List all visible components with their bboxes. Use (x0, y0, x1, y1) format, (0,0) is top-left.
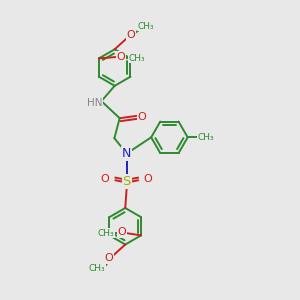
Text: S: S (123, 175, 131, 188)
Text: O: O (116, 52, 125, 62)
Text: O: O (126, 30, 135, 40)
Text: O: O (138, 112, 146, 122)
Text: O: O (144, 174, 153, 184)
Text: CH₃: CH₃ (98, 229, 114, 238)
Text: CH₃: CH₃ (128, 54, 145, 63)
Text: O: O (104, 253, 113, 263)
Text: HN: HN (87, 98, 103, 109)
Text: CH₃: CH₃ (138, 22, 154, 31)
Text: O: O (101, 174, 110, 184)
Text: CH₃: CH₃ (89, 264, 105, 273)
Text: N: N (122, 147, 131, 160)
Text: O: O (117, 227, 126, 237)
Text: CH₃: CH₃ (198, 133, 214, 142)
